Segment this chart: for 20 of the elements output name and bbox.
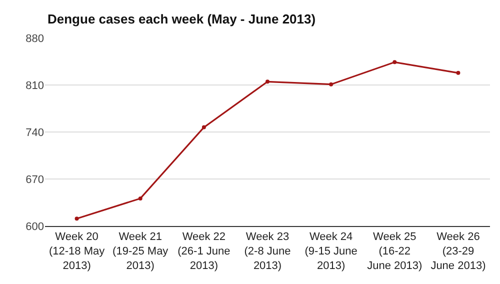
- point: [138, 196, 142, 200]
- y-tick-label: 600: [26, 220, 44, 233]
- x-tick-label: Week 24 (9-15 June 2013): [304, 231, 358, 272]
- x-tick-label: Week 23 (2-8 June 2013): [244, 231, 291, 272]
- point: [266, 80, 270, 84]
- y-tick-label: 810: [26, 80, 44, 92]
- x-tick-label: Week 22 (26-1 June 2013): [178, 231, 230, 272]
- x-tick-label: Week 21 (19-25 May 2013): [112, 231, 169, 272]
- chart-title: Dengue cases each week (May - June 2013): [48, 11, 316, 26]
- point: [74, 216, 79, 221]
- point: [202, 125, 206, 130]
- point: [456, 70, 460, 75]
- point: [392, 60, 397, 64]
- y-tick-label: 740: [26, 126, 44, 139]
- x-tick-label: Week 26 (23-29 June 2013): [430, 231, 486, 272]
- x-tick-label: Week 20 (12-18 May 2013): [48, 231, 106, 272]
- x-tick-label: Week 25 (16-22 June 2013): [367, 231, 422, 272]
- point: [329, 82, 334, 86]
- y-tick-label: 880: [26, 32, 44, 45]
- y-tick-label: 670: [26, 174, 44, 186]
